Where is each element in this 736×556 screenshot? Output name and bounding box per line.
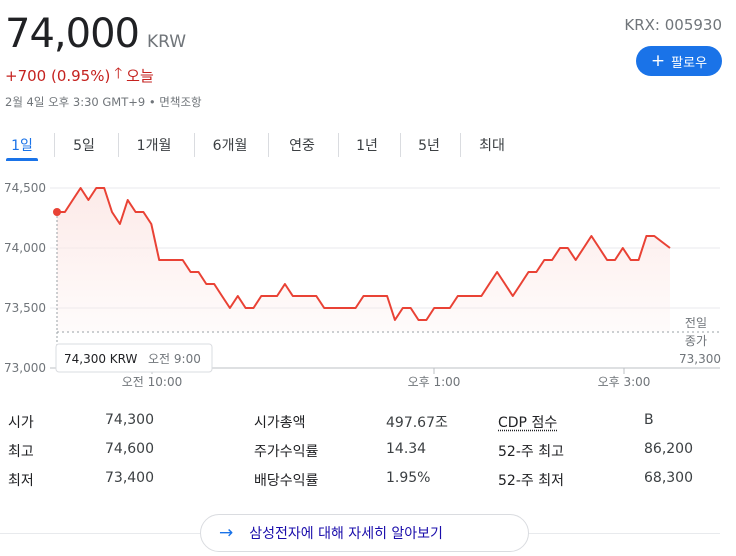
range-tabs: 1일 5일 1개월 6개월 연중 1년 5년 최대	[0, 130, 736, 162]
ticker-symbol: KRX: 005930	[624, 16, 722, 34]
tab-5d[interactable]: 5일	[73, 138, 95, 154]
stats-row: 시가 74,300 시가총액 497.67조 CDP 점수 B	[0, 412, 736, 438]
stat-label-high: 최고	[8, 444, 34, 460]
change-period: 오늘	[126, 67, 154, 85]
arrow-up-icon: 🡑	[114, 64, 123, 82]
learn-more-label: 삼성전자에 대해 자세히 알아보기	[249, 526, 443, 542]
price-chart[interactable]: 74,500 74,000 73,500 73,000 오전 10:00 오후 1:00…	[0, 170, 736, 400]
stat-label-cdp[interactable]: CDP 점수	[498, 415, 558, 431]
price-area	[57, 188, 670, 332]
previous-close-label: 전일 종가 73,300	[679, 316, 721, 366]
stat-value-high: 74,600	[105, 441, 154, 457]
stat-value-pe: 14.34	[386, 441, 427, 457]
tab-divider	[400, 133, 401, 157]
stat-label-mktcap: 시가총액	[254, 415, 306, 431]
price-line	[57, 187, 671, 321]
tab-divider	[460, 133, 461, 157]
tab-1y[interactable]: 1년	[356, 138, 378, 154]
tab-1d[interactable]: 1일	[11, 138, 33, 154]
tab-divider	[118, 133, 119, 157]
stat-value-52w-low: 68,300	[644, 470, 693, 486]
tab-divider	[268, 133, 269, 157]
stat-value-52w-high: 86,200	[644, 441, 693, 457]
timestamp[interactable]: 2월 4일 오후 3:30 GMT+9 • 면책조항	[5, 95, 202, 109]
stat-label-52w-high: 52-주 최고	[498, 444, 564, 460]
tab-6m[interactable]: 6개월	[212, 138, 248, 154]
tooltip-price: 74,300 KRW	[64, 352, 138, 366]
follow-button[interactable]: + 팔로우	[636, 46, 722, 76]
y-tick-label: 74,500	[4, 181, 46, 195]
stats-row: 최고 74,600 주가수익률 14.34 52-주 최고 86,200	[0, 441, 736, 467]
arrow-right-icon: →	[219, 523, 234, 543]
tab-divider	[338, 133, 339, 157]
change-value: +700 (0.95%)	[5, 66, 111, 85]
stat-value-low: 73,400	[105, 470, 154, 486]
price-change: +700 (0.95%) 🡑 오늘	[5, 63, 154, 88]
tooltip-time: 오전 9:00	[148, 352, 201, 366]
follow-label: 팔로우	[671, 55, 708, 71]
prev-close-line1: 전일	[685, 316, 707, 330]
prev-close-line3: 73,300	[679, 352, 721, 366]
tab-divider	[54, 133, 55, 157]
hover-point	[53, 208, 61, 216]
tab-ytd[interactable]: 연중	[289, 138, 315, 154]
stat-value-open: 74,300	[105, 412, 154, 428]
stat-label-52w-low: 52-주 최저	[498, 473, 564, 489]
stat-label-open: 시가	[8, 415, 34, 431]
x-tick-label: 오후 3:00	[598, 375, 651, 389]
currency-label: KRW	[146, 32, 187, 52]
y-tick-label: 73,000	[4, 361, 46, 375]
y-axis: 74,500 74,000 73,500 73,000	[4, 181, 46, 375]
stat-label-low: 최저	[8, 473, 34, 489]
x-axis: 오전 10:00 오후 1:00 오후 3:00	[122, 368, 651, 389]
stats-row: 최저 73,400 배당수익률 1.95% 52-주 최저 68,300	[0, 470, 736, 496]
tooltip-box	[55, 343, 213, 373]
prev-close-line2: 종가	[685, 334, 707, 348]
stat-value-mktcap: 497.67조	[386, 415, 448, 431]
tab-1m[interactable]: 1개월	[136, 138, 172, 154]
active-tab-indicator	[6, 158, 38, 161]
plus-icon: +	[650, 50, 666, 71]
tab-divider	[194, 133, 195, 157]
tab-5y[interactable]: 5년	[418, 138, 440, 154]
learn-more-button[interactable]: → 삼성전자에 대해 자세히 알아보기	[200, 514, 529, 552]
stat-value-div: 1.95%	[386, 470, 431, 486]
x-tick-label: 오후 1:00	[408, 375, 461, 389]
price-header: 74,000 KRW	[5, 10, 186, 58]
x-tick-label: 오전 10:00	[122, 375, 182, 389]
y-tick-label: 74,000	[4, 241, 46, 255]
tooltip: 74,300 KRW 오전 9:00	[55, 343, 213, 373]
tab-max[interactable]: 최대	[479, 138, 505, 154]
current-price: 74,000	[5, 11, 140, 57]
y-tick-label: 73,500	[4, 301, 46, 315]
stat-label-div: 배당수익률	[254, 473, 319, 489]
stat-label-pe: 주가수익률	[254, 444, 319, 460]
stat-value-cdp: B	[644, 412, 654, 428]
